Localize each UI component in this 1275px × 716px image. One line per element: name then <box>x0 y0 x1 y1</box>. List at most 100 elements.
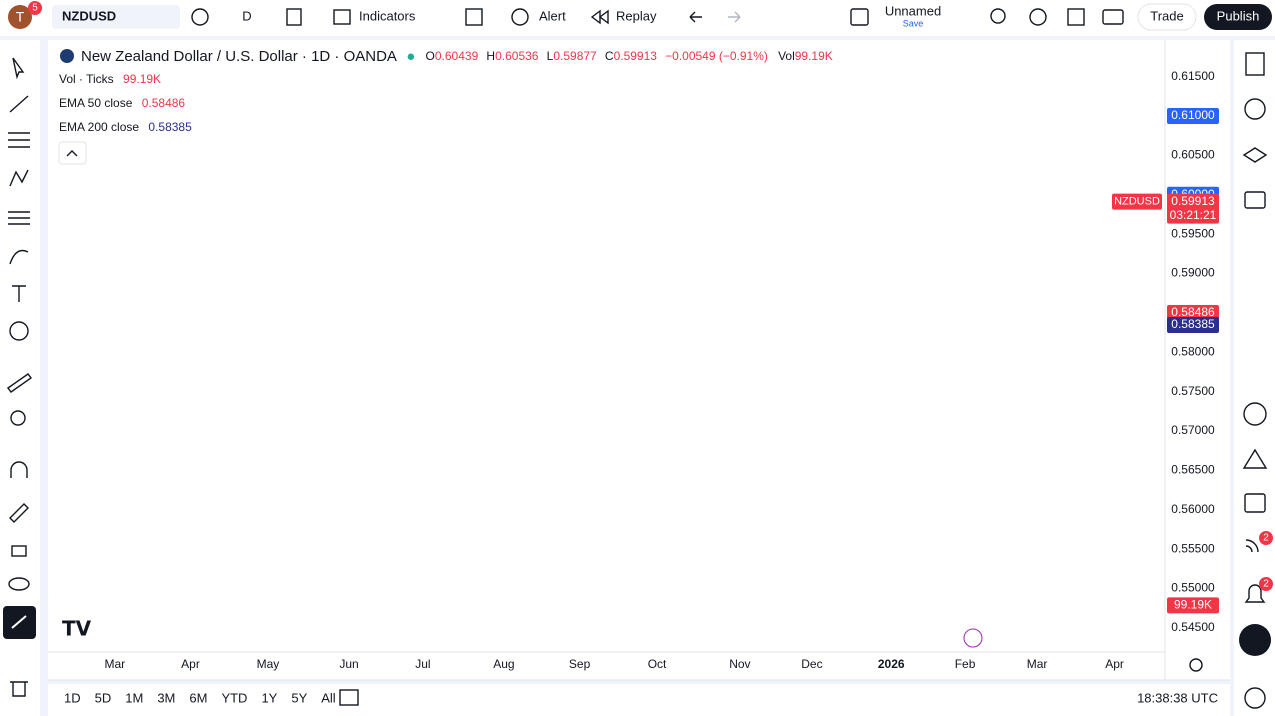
apps-button[interactable] <box>1239 624 1271 656</box>
publish-button-bg[interactable] <box>1204 4 1272 30</box>
alert-icon[interactable] <box>511 8 529 26</box>
help-icon[interactable] <box>1244 687 1266 709</box>
badge-count: 2 <box>1263 579 1269 590</box>
templates-icon[interactable] <box>465 8 483 26</box>
publish-button[interactable]: Publish <box>1217 8 1260 23</box>
x-tick-label: Nov <box>729 657 750 671</box>
event-marker[interactable] <box>963 628 983 648</box>
symbol-search[interactable] <box>52 5 180 29</box>
clock: 18:38:38 UTC <box>1137 690 1218 705</box>
indicator-value: 0.58385 <box>148 120 192 134</box>
y-tick-label: 0.60500 <box>1171 148 1215 162</box>
stay-drawing-tool[interactable] <box>9 503 29 523</box>
pattern-tool[interactable] <box>9 169 29 187</box>
x-tick-label: 2026 <box>878 657 905 671</box>
chart-area <box>48 40 1230 680</box>
cursor-tool[interactable] <box>12 57 25 80</box>
collapse-legend[interactable] <box>58 141 87 165</box>
redo-icon[interactable] <box>728 11 741 23</box>
y-tick-label: 0.55500 <box>1171 541 1215 555</box>
streams-icon[interactable] <box>1245 539 1259 553</box>
add-symbol-icon[interactable] <box>191 8 209 26</box>
snapshot-icon[interactable] <box>1102 9 1124 25</box>
brush-tool[interactable] <box>9 249 29 265</box>
ohlc-label: C <box>605 49 614 63</box>
volume-label: 99.19K <box>1174 598 1212 612</box>
magnet-tool[interactable] <box>10 461 28 478</box>
countdown: 03:21:21 <box>1170 208 1217 222</box>
fullscreen-icon[interactable] <box>1067 8 1085 26</box>
layers-icon[interactable] <box>1242 147 1268 163</box>
range-button[interactable]: 5D <box>95 690 112 705</box>
collapse-icon <box>66 150 78 157</box>
y-tick-label: 0.56500 <box>1171 463 1215 477</box>
save-label[interactable]: Save <box>903 18 924 28</box>
notifications-icon[interactable] <box>1244 584 1266 603</box>
range-button[interactable]: YTD <box>221 690 247 705</box>
settings-icon[interactable] <box>1029 8 1047 26</box>
ema-label-bg <box>1167 316 1219 333</box>
axis-settings[interactable] <box>1189 658 1203 672</box>
drawing-tools <box>7 57 32 697</box>
trade-button-bg[interactable] <box>1137 3 1197 31</box>
vol-label: Vol <box>778 49 795 63</box>
range-button[interactable]: 1Y <box>261 690 277 705</box>
symbol: NZDUSD <box>62 8 116 23</box>
measure-tool[interactable] <box>7 373 32 393</box>
interval[interactable]: D <box>242 8 251 23</box>
ohlc-value: 0.59877 <box>553 49 597 63</box>
pine-icon[interactable] <box>1242 448 1268 469</box>
emoji-tool[interactable] <box>9 321 29 341</box>
symbol-title: New Zealand Dollar / U.S. Dollar · 1D · … <box>81 48 397 65</box>
badge <box>1259 531 1273 545</box>
trendline-tool[interactable] <box>9 95 29 113</box>
right-sidebar <box>1234 40 1275 716</box>
avatar[interactable] <box>8 5 32 29</box>
replay-icon[interactable] <box>590 9 609 25</box>
range-button[interactable]: 3M <box>157 690 175 705</box>
indicators-button[interactable]: Indicators <box>359 8 416 23</box>
x-tick-label: Sep <box>569 657 591 671</box>
chat-icon[interactable] <box>1244 191 1266 209</box>
y-tick-label: 0.59500 <box>1171 226 1215 240</box>
range-button[interactable]: All <box>321 690 336 705</box>
zoom-tool[interactable] <box>10 410 26 426</box>
prediction-tool[interactable] <box>8 211 30 225</box>
watchlist-icon[interactable] <box>1245 52 1265 76</box>
hide-tool[interactable] <box>8 577 30 591</box>
x-tick-label: Oct <box>648 657 667 671</box>
x-tick-label: Mar <box>1027 657 1048 671</box>
alerts-icon[interactable] <box>1244 98 1266 120</box>
alert-button[interactable]: Alert <box>539 8 566 23</box>
x-tick-label: Feb <box>955 657 976 671</box>
x-tick-label: Mar <box>105 657 126 671</box>
range-button[interactable]: 1D <box>64 690 81 705</box>
date-range-icon[interactable] <box>339 689 359 706</box>
range-button[interactable]: 1M <box>125 690 143 705</box>
indicator-legend: Vol · Ticks 99.19K <box>59 72 161 86</box>
badge-count: 2 <box>1263 533 1269 544</box>
last-price-label: 0.59913 <box>1171 194 1215 208</box>
ema-label: 0.58486 <box>1171 305 1215 319</box>
calendar-icon[interactable] <box>1244 493 1266 513</box>
undo-icon[interactable] <box>689 11 702 23</box>
ohlc-value: 0.60439 <box>435 49 479 63</box>
fib-tool[interactable] <box>8 132 30 148</box>
range-button[interactable]: 5Y <box>291 690 307 705</box>
range-button[interactable]: 6M <box>189 690 207 705</box>
delete-tool[interactable] <box>10 681 28 697</box>
x-tick-label: Aug <box>493 657 514 671</box>
indicators-icon[interactable] <box>333 9 351 25</box>
text-tool[interactable] <box>12 285 26 302</box>
chart-type-icon[interactable] <box>286 8 302 26</box>
badge <box>28 1 42 15</box>
layout-icon[interactable] <box>850 8 869 26</box>
ideas-icon[interactable] <box>1243 402 1267 426</box>
layout-name[interactable]: Unnamed <box>885 3 941 18</box>
replay-button[interactable]: Replay <box>616 8 657 23</box>
quick-search-icon[interactable] <box>990 8 1006 24</box>
trade-button[interactable]: Trade <box>1150 8 1183 23</box>
lock-tool[interactable] <box>11 545 27 557</box>
ohlc-label: O <box>426 49 435 63</box>
ohlc-label: L <box>547 49 554 63</box>
